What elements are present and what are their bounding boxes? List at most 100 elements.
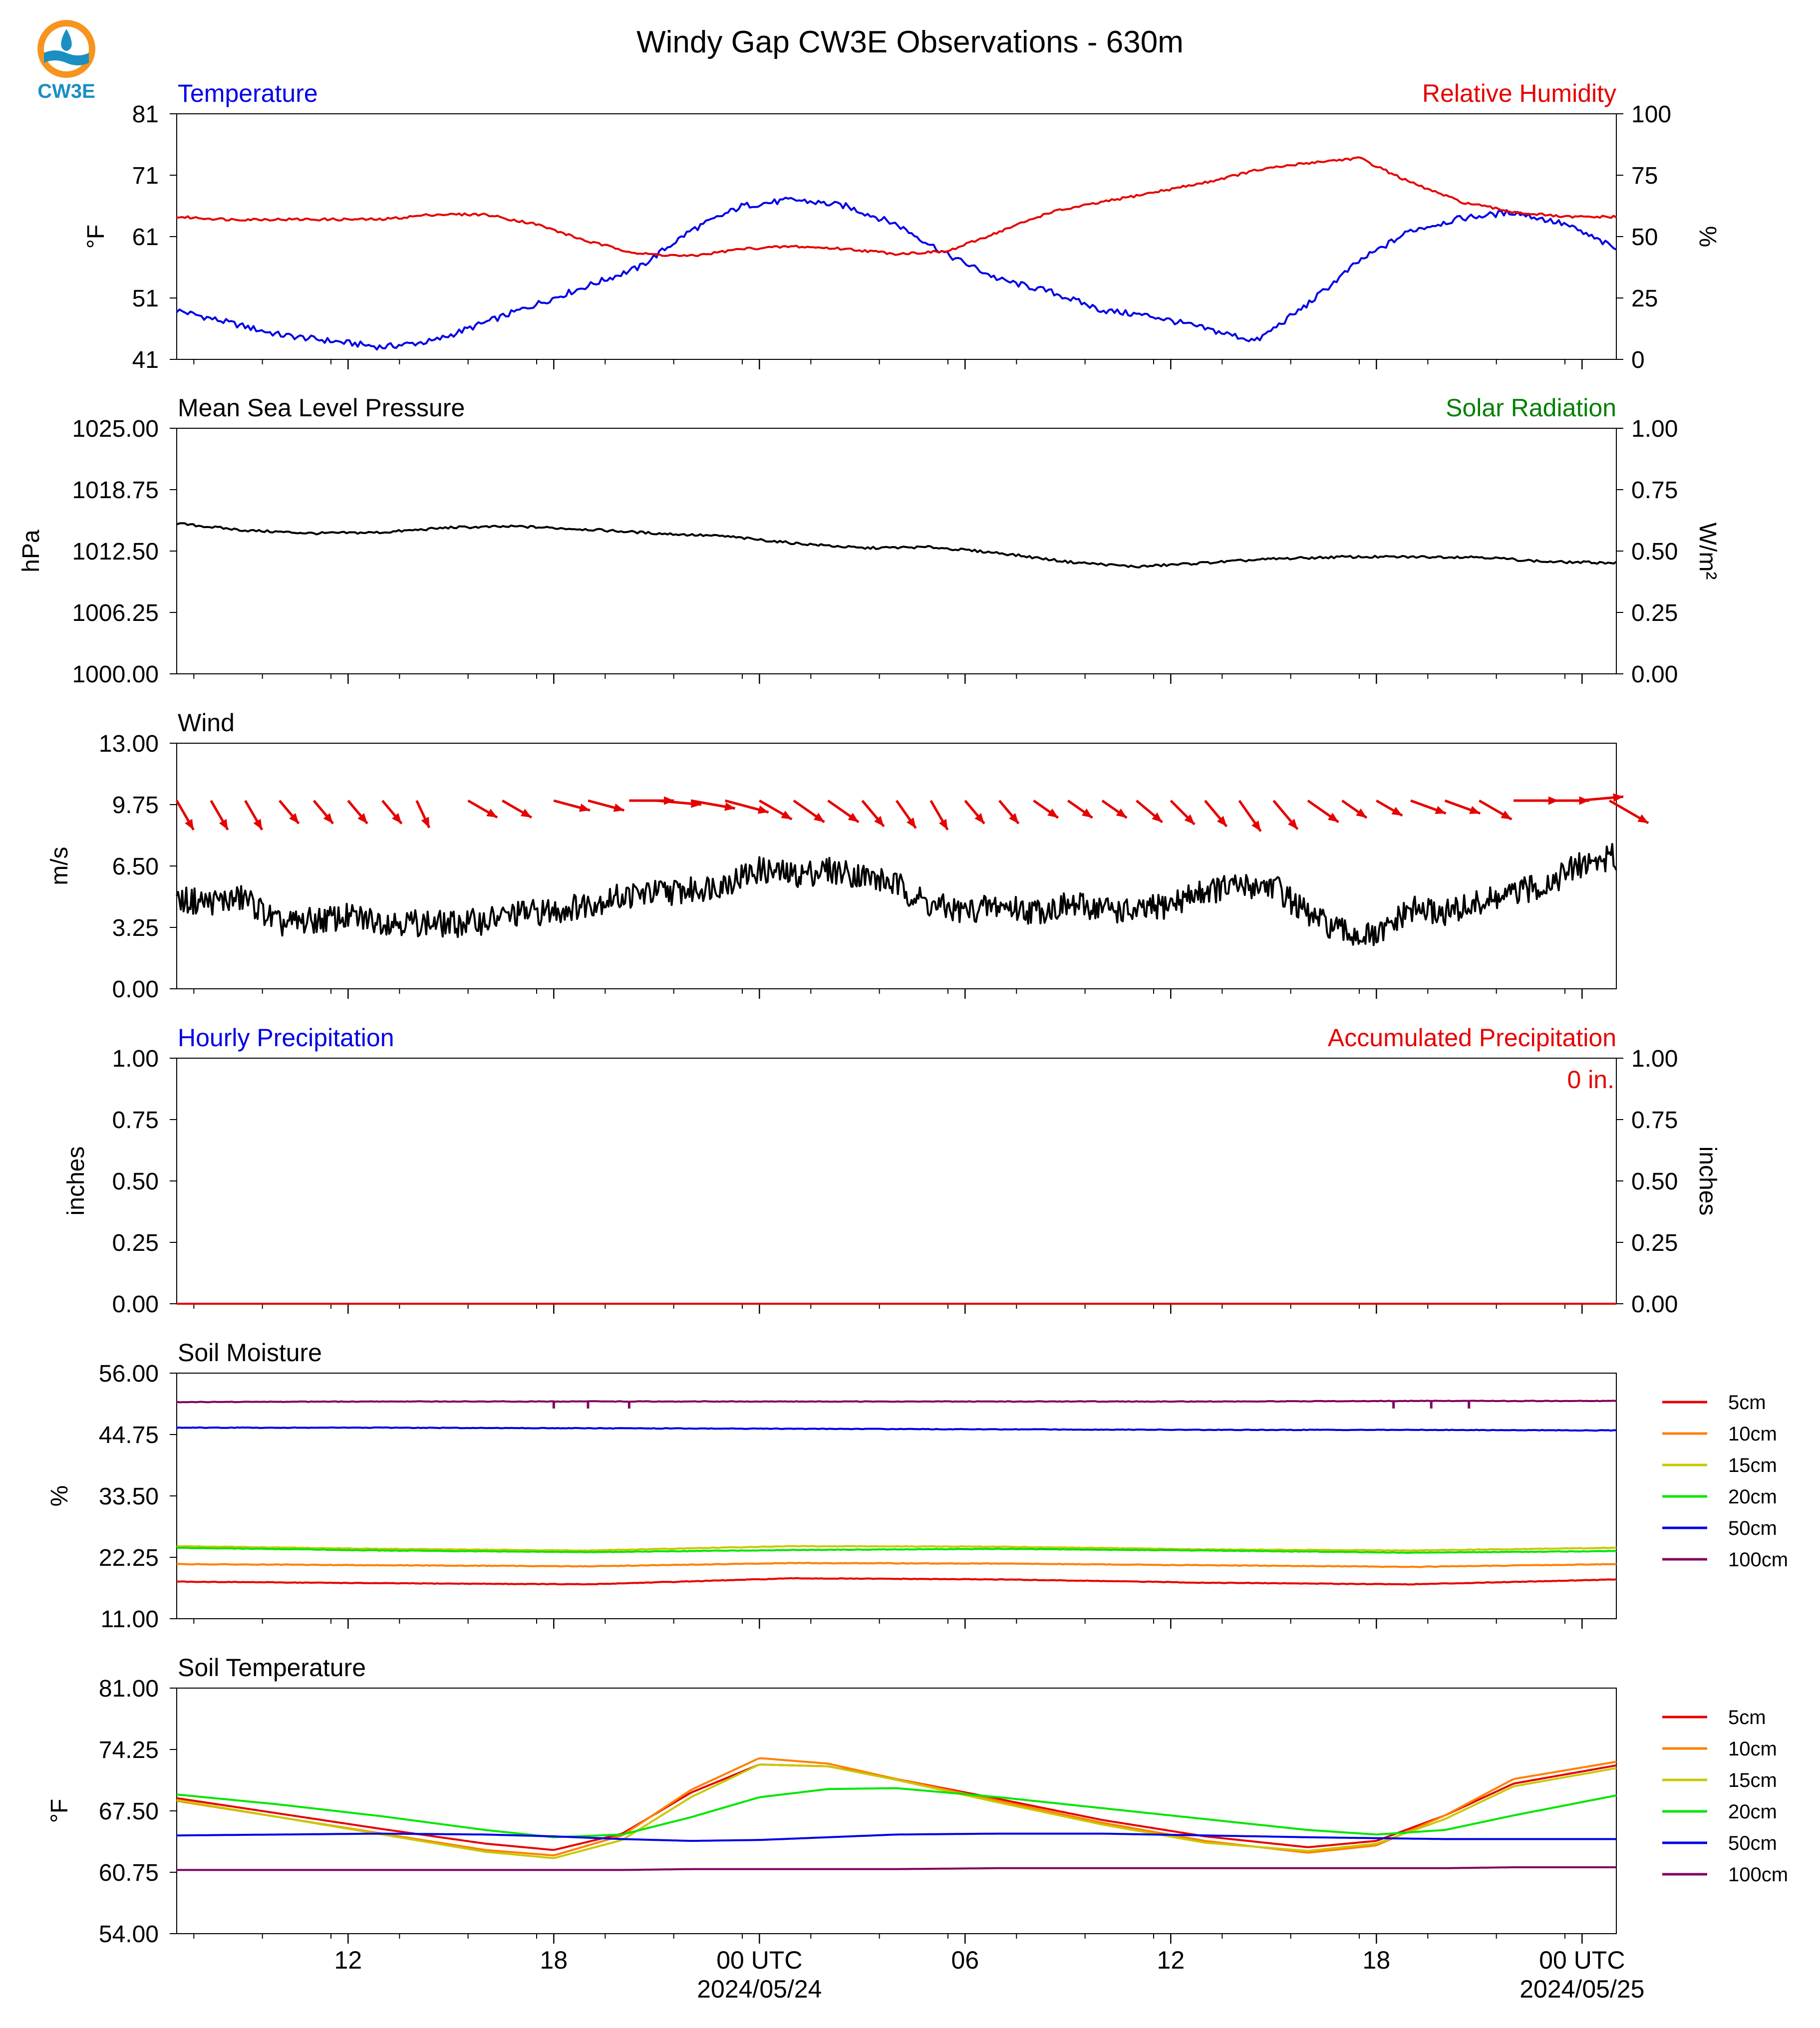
y-tick-label: 74.25	[99, 1737, 159, 1763]
wind-arrow	[1170, 800, 1196, 826]
panel-title-left: Temperature	[178, 79, 318, 107]
legend-label: 20cm	[1728, 1801, 1777, 1823]
y-tick-label-right: 0.25	[1631, 600, 1678, 626]
y-tick-label: 1.00	[112, 1046, 159, 1072]
y-tick-label: 41	[132, 347, 159, 373]
wind-arrow-head	[1469, 806, 1481, 814]
wind-arrow-head	[486, 809, 498, 818]
y-tick-label-right: 0.50	[1631, 1168, 1678, 1195]
logo-wave	[44, 50, 89, 65]
wind-arrow-head	[520, 809, 532, 818]
y-tick-label: 0.50	[112, 1168, 159, 1195]
y-tick-label: 6.50	[112, 854, 159, 880]
wind-arrow-head	[1391, 807, 1403, 816]
y-tick-label-right: 75	[1631, 163, 1658, 189]
series-line-100cm	[176, 1400, 1617, 1404]
y-tick-label-right: 0.50	[1631, 539, 1678, 565]
wind-arrow-head	[938, 819, 948, 830]
wind-arrow	[1033, 799, 1059, 819]
y-tick-label: 33.50	[99, 1483, 159, 1510]
y-tick-label: 71	[132, 163, 159, 189]
wind-arrow-head	[1116, 808, 1127, 818]
series-line-relative-humidity	[176, 156, 1617, 257]
legend-label: 50cm	[1728, 1517, 1777, 1539]
y-axis-label: °F	[83, 225, 109, 249]
wind-arrow	[725, 799, 769, 814]
y-tick-label: 1000.00	[72, 661, 159, 688]
wind-arrow	[312, 800, 334, 825]
wind-arrow	[175, 800, 195, 831]
panel-6	[170, 1688, 1707, 1944]
y-tick-label-right: 50	[1631, 224, 1658, 251]
wind-arrow	[793, 799, 825, 824]
panel-title-right: Relative Humidity	[1422, 79, 1616, 107]
wind-arrow-head	[579, 803, 590, 812]
y-tick-label-right: 25	[1631, 286, 1658, 312]
y-tick-label: 1006.25	[72, 600, 159, 626]
series-line-wind-speed	[176, 843, 1617, 946]
wind-arrow	[1444, 799, 1481, 815]
panel-title-left: Soil Temperature	[178, 1654, 366, 1682]
wind-arrow-head	[1184, 814, 1195, 825]
legend-label: 100cm	[1728, 1864, 1788, 1886]
y-axis-label: %	[46, 1485, 73, 1507]
wind-arrow-head	[1152, 812, 1163, 823]
series-line-50cm	[176, 1426, 1617, 1432]
wind-arrow	[929, 800, 949, 831]
series-line-10cm	[176, 1562, 1617, 1568]
series-line-15cm	[176, 1545, 1617, 1552]
wind-arrow	[1101, 799, 1128, 819]
wind-arrow	[1204, 800, 1228, 828]
legend-label: 5cm	[1728, 1392, 1766, 1414]
x-tick-label: 12	[334, 1946, 362, 1974]
x-tick-label: 00 UTC	[1539, 1946, 1625, 1974]
series-line-100cm	[177, 1866, 1616, 1871]
y-tick-label-right: 0	[1631, 347, 1645, 373]
wind-arrow	[1307, 799, 1339, 824]
x-tick-label: 18	[540, 1946, 568, 1974]
wind-arrow-head	[391, 813, 402, 824]
wind-arrow	[244, 800, 264, 831]
y-tick-label: 61	[132, 224, 159, 251]
y-tick-label: 3.25	[112, 915, 159, 941]
y-tick-label: 13.00	[99, 731, 159, 757]
logo-text: CW3E	[37, 80, 95, 102]
legend-label: 10cm	[1728, 1738, 1777, 1760]
wind-arrow	[827, 799, 860, 824]
panel-1	[170, 113, 1623, 369]
wind-arrow-head	[1251, 820, 1261, 832]
panel-5	[170, 1373, 1707, 1629]
wind-arrow-head	[874, 816, 884, 827]
wind-arrow-head	[724, 802, 735, 811]
y-axis-label: °F	[46, 1799, 73, 1823]
x-date-label: 2024/05/25	[1519, 1975, 1644, 2003]
plot-frame	[176, 1058, 1617, 1304]
wind-arrow	[861, 800, 885, 828]
legend-label: 15cm	[1728, 1769, 1777, 1791]
wind-arrow	[1578, 793, 1624, 802]
plot-frame	[176, 1688, 1617, 1934]
wind-arrow-head	[1613, 793, 1624, 802]
panel-4	[170, 1058, 1623, 1314]
panel-title-left: Wind	[178, 709, 235, 737]
y-tick-label-right: 0.75	[1631, 477, 1678, 504]
legend	[1662, 1401, 1707, 1561]
wind-arrow	[895, 800, 917, 829]
y-tick-label: 81	[132, 101, 159, 128]
wind-arrow-head	[1008, 813, 1019, 824]
y-tick-label: 11.00	[100, 1606, 159, 1633]
accumulated-total-annotation: 0 in.	[1567, 1066, 1614, 1094]
wind-arrow	[415, 800, 431, 829]
y-tick-label: 22.25	[99, 1545, 159, 1571]
wind-arrow-head	[1327, 813, 1339, 823]
wind-arrow-head	[219, 819, 228, 830]
series-line-20cm	[176, 1787, 1617, 1838]
y-tick-label: 0.00	[112, 976, 159, 1003]
panel-title-left: Hourly Precipitation	[178, 1024, 394, 1052]
y-axis-label: inches	[63, 1147, 89, 1216]
legend-label: 10cm	[1728, 1423, 1777, 1445]
series-line-mean-sea-level-pressure	[176, 522, 1617, 569]
panel-3	[170, 743, 1649, 999]
wind-arrow-head	[1287, 819, 1298, 830]
wind-arrow	[553, 799, 591, 812]
